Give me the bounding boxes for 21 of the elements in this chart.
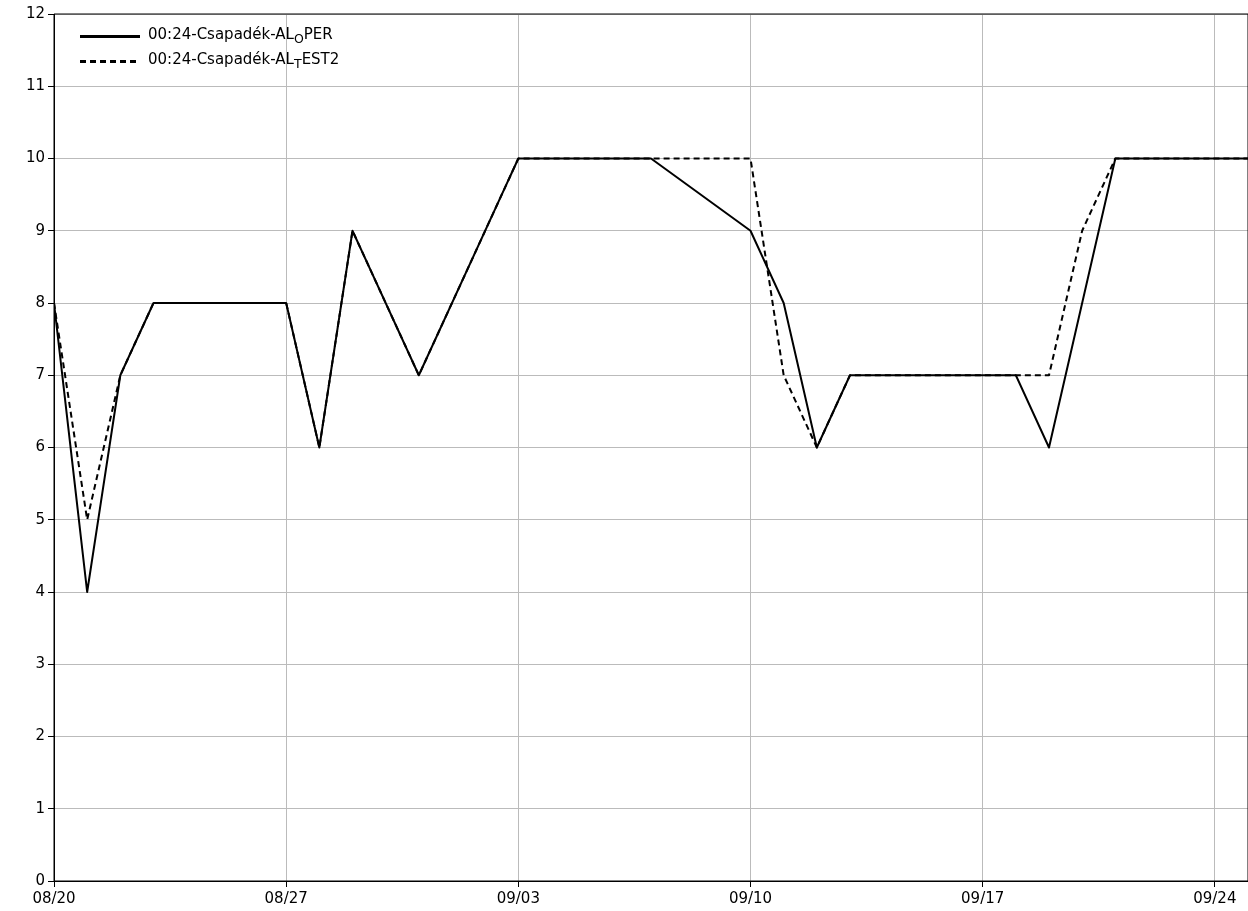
y-tick-label: 0 [35,870,45,889]
legend-label: 00:24-Csapadék-AL$_{T}$EST2 [148,49,340,73]
y-tick-label: 6 [35,437,45,456]
y-tick-label: 7 [35,365,45,384]
y-tick-label: 10 [25,148,45,167]
y-tick-label: 2 [35,726,45,745]
y-tick-label: 1 [35,798,45,817]
y-tick-label: 11 [25,76,45,95]
x-tick-label: 09/10 [728,888,773,907]
x-tick-label: 09/24 [1193,888,1237,907]
x-tick-label: 09/17 [961,888,1005,907]
y-tick-label: 9 [35,220,45,239]
y-tick-label: 8 [35,292,45,311]
x-tick-label: 08/20 [32,888,76,907]
y-tick-label: 5 [35,509,45,528]
y-tick-label: 12 [25,3,45,22]
x-tick-label: 08/27 [264,888,308,907]
x-tick-label: 09/03 [496,888,540,907]
y-tick-label: 4 [35,581,45,600]
legend-label: 00:24-Csapadék-AL$_{O}$PER [148,24,333,48]
y-tick-label: 3 [35,654,45,673]
